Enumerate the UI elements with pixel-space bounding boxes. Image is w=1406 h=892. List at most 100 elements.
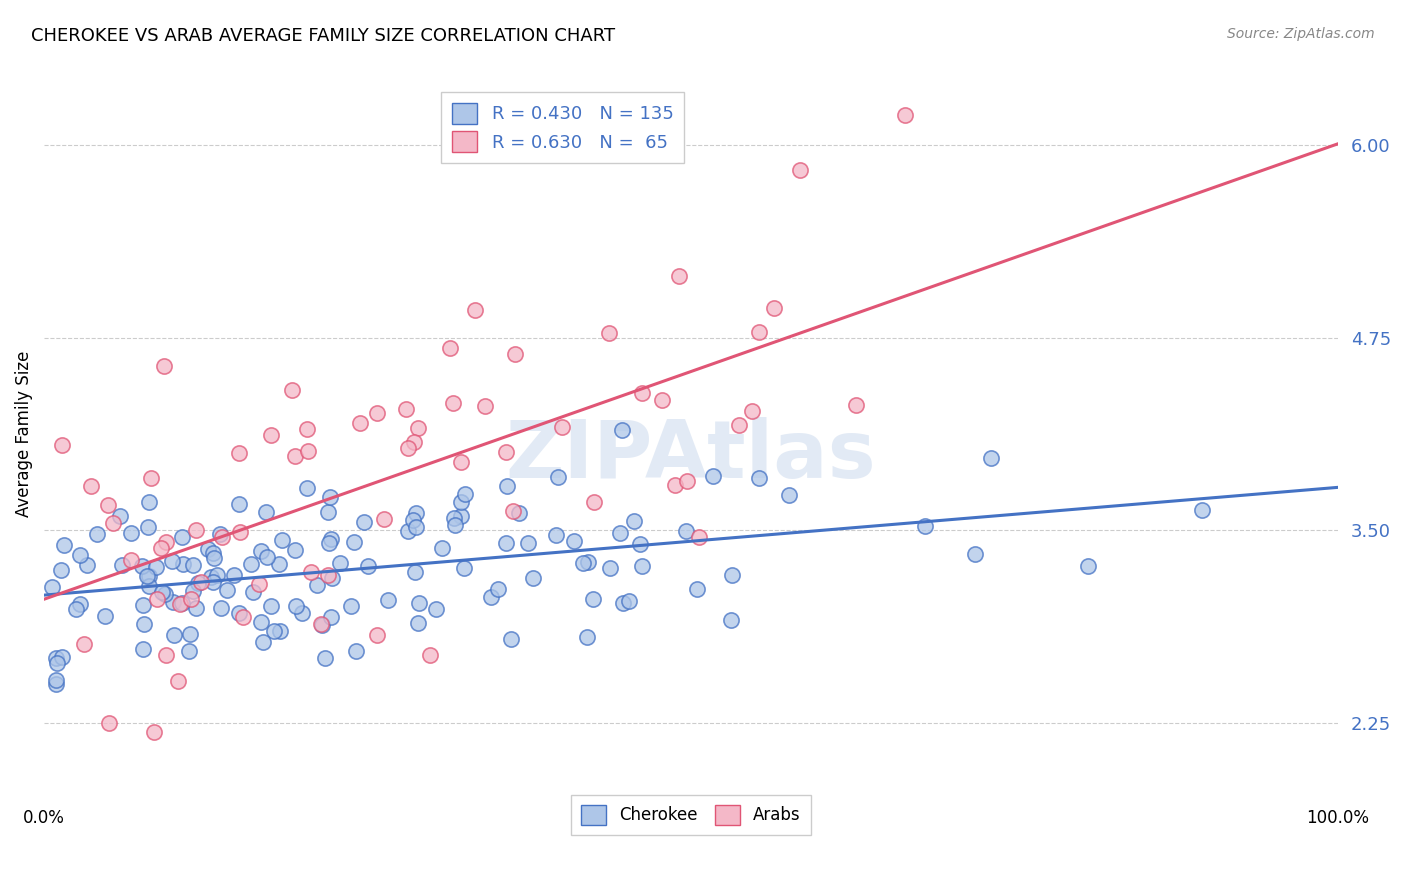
Point — [517, 536, 540, 550]
Point — [229, 524, 252, 539]
Point — [181, 583, 204, 598]
Point — [103, 516, 125, 530]
Point — [496, 478, 519, 492]
Point — [675, 524, 697, 538]
Point — [120, 553, 142, 567]
Point — [572, 557, 595, 571]
Point — [450, 509, 472, 524]
Point — [546, 528, 568, 542]
Point — [522, 571, 544, 585]
Point — [845, 398, 868, 412]
Point — [319, 532, 342, 546]
Point — [763, 301, 786, 315]
Point — [169, 598, 191, 612]
Point — [228, 497, 250, 511]
Point — [404, 565, 426, 579]
Point — [914, 519, 936, 533]
Point — [145, 560, 167, 574]
Point — [250, 543, 273, 558]
Point — [149, 541, 172, 555]
Y-axis label: Average Family Size: Average Family Size — [15, 351, 32, 517]
Point — [94, 609, 117, 624]
Point — [631, 558, 654, 573]
Point — [139, 471, 162, 485]
Point — [321, 609, 343, 624]
Point — [152, 584, 174, 599]
Point — [209, 601, 232, 615]
Point — [51, 650, 73, 665]
Point — [357, 558, 380, 573]
Point — [598, 326, 620, 340]
Point — [575, 630, 598, 644]
Point — [205, 568, 228, 582]
Point — [582, 592, 605, 607]
Text: ZIPAtlas: ZIPAtlas — [506, 417, 876, 495]
Point — [167, 674, 190, 689]
Point — [284, 542, 307, 557]
Point — [41, 580, 63, 594]
Point — [270, 533, 292, 548]
Point — [51, 438, 73, 452]
Point — [686, 582, 709, 596]
Point — [69, 548, 91, 562]
Point — [396, 441, 419, 455]
Point — [108, 509, 131, 524]
Point — [155, 534, 177, 549]
Point — [132, 641, 155, 656]
Point — [138, 569, 160, 583]
Point — [269, 557, 291, 571]
Point — [441, 396, 464, 410]
Point — [408, 596, 430, 610]
Point — [609, 525, 631, 540]
Point — [547, 470, 569, 484]
Point — [131, 558, 153, 573]
Point — [502, 504, 524, 518]
Point — [162, 595, 184, 609]
Point — [252, 635, 274, 649]
Point — [202, 546, 225, 560]
Point — [503, 347, 526, 361]
Text: Source: ZipAtlas.com: Source: ZipAtlas.com — [1227, 27, 1375, 41]
Point — [508, 506, 530, 520]
Point — [366, 628, 388, 642]
Point — [97, 716, 120, 731]
Point — [721, 567, 744, 582]
Point — [450, 455, 472, 469]
Point — [65, 602, 87, 616]
Point — [297, 422, 319, 436]
Point — [260, 599, 283, 613]
Point — [202, 550, 225, 565]
Point — [172, 558, 194, 572]
Point — [454, 487, 477, 501]
Point — [474, 399, 496, 413]
Point — [314, 651, 336, 665]
Point — [284, 599, 307, 613]
Point — [305, 578, 328, 592]
Point — [295, 481, 318, 495]
Point — [668, 268, 690, 283]
Point — [297, 443, 319, 458]
Point — [177, 644, 200, 658]
Point — [612, 596, 634, 610]
Point — [215, 583, 238, 598]
Point — [353, 515, 375, 529]
Point — [406, 420, 429, 434]
Point — [228, 607, 250, 621]
Point — [329, 557, 352, 571]
Point — [254, 505, 277, 519]
Point — [450, 495, 472, 509]
Point — [311, 617, 333, 632]
Point — [551, 419, 574, 434]
Point — [222, 567, 245, 582]
Point — [612, 423, 634, 437]
Point — [232, 610, 254, 624]
Point — [623, 514, 645, 528]
Point — [146, 591, 169, 606]
Point — [247, 576, 270, 591]
Point — [406, 615, 429, 630]
Point — [728, 418, 751, 433]
Point — [80, 479, 103, 493]
Point — [242, 585, 264, 599]
Point — [1077, 559, 1099, 574]
Point — [349, 417, 371, 431]
